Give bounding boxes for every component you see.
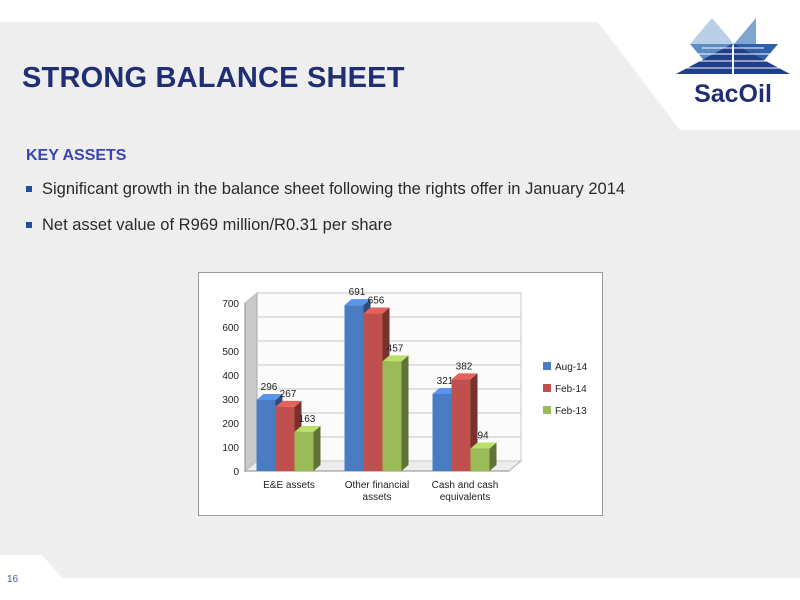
- data-label: 321: [437, 376, 454, 387]
- x-tick-label: Other financial: [345, 480, 409, 491]
- y-tick-label: 300: [222, 395, 239, 406]
- chart-side-wall: [244, 291, 258, 473]
- y-tick-label: 200: [222, 419, 239, 430]
- data-label: 163: [299, 414, 316, 425]
- bullet-list: Significant growth in the balance sheet …: [26, 178, 625, 250]
- bar-top: [294, 425, 321, 432]
- bar: [451, 379, 471, 471]
- legend-swatch: [543, 406, 551, 414]
- bar: [275, 406, 295, 471]
- legend-swatch: [543, 384, 551, 392]
- bar-top: [344, 299, 371, 306]
- data-label: 382: [456, 361, 473, 372]
- y-tick-label: 500: [222, 347, 239, 358]
- gridline: [244, 340, 521, 352]
- x-tick-label: E&E assets: [263, 480, 315, 491]
- data-label: 691: [349, 287, 366, 298]
- y-tick-label: 0: [233, 467, 239, 478]
- bar-side: [401, 355, 409, 471]
- bottom-left-corner: [0, 555, 62, 578]
- gridline: [244, 292, 521, 304]
- legend-label: Aug-14: [555, 362, 588, 373]
- data-label: 656: [368, 296, 385, 307]
- y-tick-label: 700: [222, 299, 239, 310]
- bar-side: [489, 442, 497, 471]
- y-tick-label: 100: [222, 443, 239, 454]
- legend-label: Feb-14: [555, 384, 587, 395]
- bar-top: [275, 400, 302, 407]
- x-tick-label: assets: [363, 492, 392, 503]
- slide-title: STRONG BALANCE SHEET: [22, 62, 405, 94]
- data-label: 296: [261, 382, 278, 393]
- x-tick-label: equivalents: [440, 492, 491, 503]
- bar: [256, 399, 276, 471]
- sacoil-logo-icon: [676, 18, 790, 74]
- data-label: 267: [280, 389, 297, 400]
- y-tick-label: 400: [222, 371, 239, 382]
- gridline: [244, 364, 521, 376]
- data-label: 94: [477, 430, 489, 441]
- legend-label: Feb-13: [555, 406, 587, 417]
- brand-name: SacOil: [694, 80, 772, 108]
- bar-top: [256, 393, 283, 400]
- bullet-text: Net asset value of R969 million/R0.31 pe…: [42, 215, 393, 234]
- bullet-item: Significant growth in the balance sheet …: [26, 178, 625, 200]
- chart-frame: 0 100 200 300 400 500 600 700 296 267 163 E&E asset…: [198, 272, 603, 516]
- bar-side: [313, 425, 321, 471]
- bar: [382, 361, 402, 471]
- bullet-square-icon: [26, 186, 32, 192]
- bullet-text: Significant growth in the balance sheet …: [42, 179, 626, 198]
- bar: [294, 431, 314, 471]
- bar: [432, 393, 452, 471]
- gridline: [244, 316, 521, 328]
- bar-top: [363, 307, 390, 314]
- bar-top: [451, 373, 478, 380]
- bullet-square-icon: [26, 222, 32, 228]
- page-number: 16: [7, 574, 19, 585]
- data-label: 457: [387, 343, 404, 354]
- bullet-item: Net asset value of R969 million/R0.31 pe…: [26, 214, 625, 236]
- bar-top: [470, 442, 497, 449]
- section-heading: KEY ASSETS: [26, 147, 127, 164]
- bar: [344, 305, 364, 471]
- bar: [363, 313, 383, 471]
- bar: [470, 448, 490, 471]
- gridline: [244, 388, 521, 400]
- legend-swatch: [543, 362, 551, 370]
- y-tick-label: 600: [222, 323, 239, 334]
- x-tick-label: Cash and cash: [432, 480, 499, 491]
- bar-top: [382, 355, 409, 362]
